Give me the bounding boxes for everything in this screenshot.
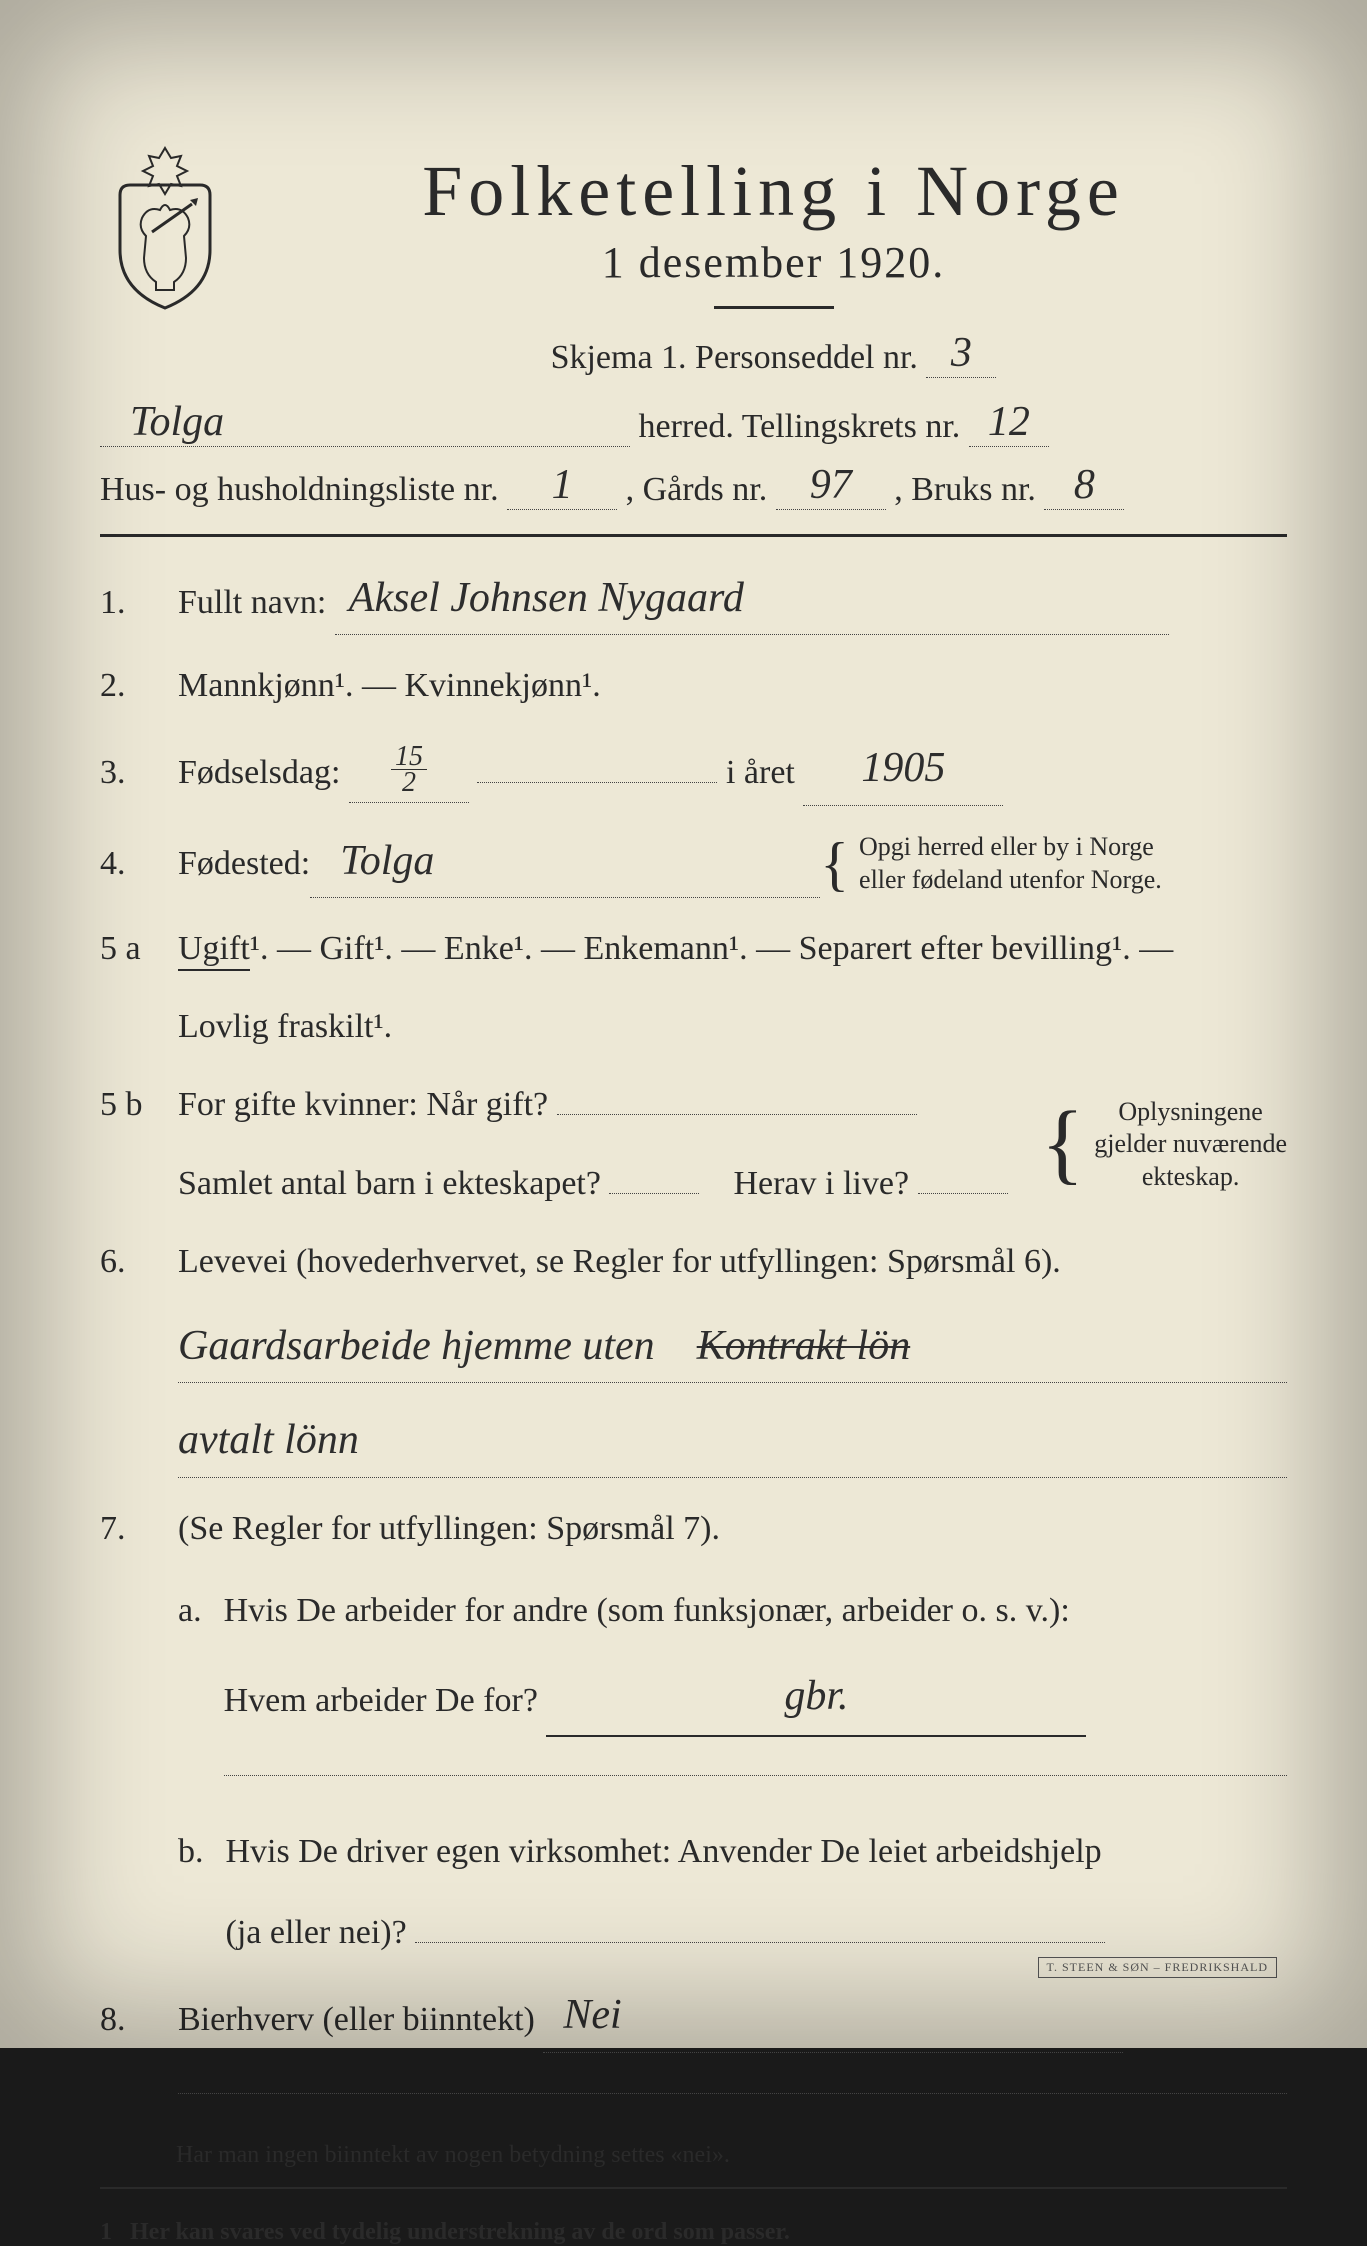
bruks-nr: 8 (1044, 461, 1124, 510)
q3-date-fraction: 15 2 (391, 744, 427, 795)
q4-note-l1: Opgi herred eller by i Norge (859, 832, 1154, 861)
q7a-prefix: a. (178, 1582, 202, 1795)
q5a: 5 a Ugift¹. — Gift¹. — Enke¹. — Enkemann… (100, 920, 1287, 1056)
q7-label: (Se Regler for utfyllingen: Spørsmål 7). (178, 1510, 720, 1547)
bottom-rule (100, 2187, 1287, 2189)
footnote-1: Har man ingen biinntekt av nogen betydni… (100, 2142, 1287, 2169)
q5b-l2b: Herav i live? (733, 1165, 909, 1202)
q3-year-label: i året (726, 754, 795, 791)
header: Folketelling i Norge 1 desember 1920. Sk… (100, 140, 1287, 394)
q5b-note-l1: Oplysningene (1118, 1097, 1262, 1126)
q7b-prefix: b. (178, 1823, 204, 1963)
q7: 7. (Se Regler for utfyllingen: Spørsmål … (100, 1500, 1287, 1962)
q8-label: Bierhverv (eller biinntekt) (178, 2001, 535, 2038)
q8: 8. Bierhverv (eller biinntekt) Nei (100, 1982, 1287, 2112)
q3-label: Fødselsdag: (178, 754, 340, 791)
herred-label: herred. Tellingskrets nr. (639, 408, 961, 445)
printer-stamp: T. STEEN & SØN – FREDRIKSHALD (1038, 1957, 1277, 1978)
q5b-note: Oplysningene gjelder nuværende ekteskap. (1094, 1096, 1287, 1194)
q5b-num: 5 b (100, 1086, 160, 1124)
norwegian-crest-icon (100, 140, 230, 310)
q4-note-l2: eller fødeland utenfor Norge. (859, 865, 1162, 894)
q1-label: Fullt navn: (178, 584, 326, 621)
brace-icon: { (1041, 1108, 1084, 1180)
q5a-num: 5 a (100, 930, 160, 968)
q5b-note-l2: gjelder nuværende (1094, 1129, 1287, 1158)
q3-day-bot: 2 (391, 770, 427, 795)
gards-nr: 97 (776, 461, 886, 510)
q4-value: Tolga (310, 826, 820, 898)
q7a-l1: Hvis De arbeider for andre (som funksjon… (224, 1582, 1287, 1640)
q1-value: Aksel Johnsen Nygaard (335, 563, 1169, 635)
q6-ans-strike: Kontrakt lön (697, 1323, 911, 1369)
brace-icon: { (820, 840, 849, 888)
q2: 2. Mannkjønn¹. — Kvinnekjønn¹. (100, 657, 1287, 715)
q6-ans-l1a: Gaardsarbeide hjemme uten (178, 1323, 655, 1369)
q3-day-top: 15 (391, 744, 427, 770)
q1-num: 1. (100, 584, 160, 622)
gards-label: , Gårds nr. (626, 471, 768, 508)
tellingskrets-nr: 12 (969, 398, 1049, 447)
q7b-l1: Hvis De driver egen virksomhet: Anvender… (226, 1823, 1288, 1881)
q7a-ans: gbr. (784, 1673, 848, 1719)
q5b-l2a: Samlet antal barn i ekteskapet? (178, 1165, 601, 1202)
q8-value: Nei (543, 1980, 1123, 2052)
footnote-2: 1 Her kan svares ved tydelig understrekn… (100, 2219, 1287, 2246)
q5a-rest: ¹. — Gift¹. — Enke¹. — Enkemann¹. — Sepa… (250, 930, 1173, 967)
q7-num: 7. (100, 1510, 160, 1548)
subtitle: 1 desember 1920. (260, 237, 1287, 288)
herred-line: Tolga herred. Tellingskrets nr. 12 (100, 400, 1287, 449)
q2-text: Mannkjønn¹. — Kvinnekjønn¹. (178, 657, 1287, 715)
q4-note: Opgi herred eller by i Norge eller fødel… (859, 831, 1162, 896)
skjema-line: Skjema 1. Personseddel nr. 3 (260, 331, 1287, 380)
q4-num: 4. (100, 845, 160, 883)
q5b: 5 b For gifte kvinner: Når gift? Samlet … (100, 1076, 1287, 1214)
q3: 3. Fødselsdag: 15 2 i året 1905 (100, 735, 1287, 807)
header-rule (100, 534, 1287, 537)
personseddel-nr: 3 (926, 329, 996, 378)
census-form-page: Folketelling i Norge 1 desember 1920. Sk… (0, 0, 1367, 2048)
q6-ans-l2: avtalt lönn (178, 1405, 1287, 1477)
q6-label: Levevei (hovederhvervet, se Regler for u… (178, 1243, 1061, 1280)
skjema-label: Skjema 1. Personseddel nr. (551, 339, 918, 376)
q2-num: 2. (100, 667, 160, 705)
title-divider (714, 306, 834, 309)
q5a-line2: Lovlig fraskilt¹. (178, 998, 1287, 1056)
q8-num: 8. (100, 2001, 160, 2039)
footnote-2-num: 1 (100, 2219, 112, 2245)
herred-value: Tolga (100, 398, 630, 447)
bruks-label: , Bruks nr. (894, 471, 1036, 508)
q7a-l2: Hvem arbeider De for? (224, 1682, 538, 1719)
hus-line: Hus- og husholdningsliste nr. 1 , Gårds … (100, 463, 1287, 512)
q5b-note-l3: ekteskap. (1142, 1162, 1239, 1191)
q5b-l1a: For gifte kvinner: Når gift? (178, 1086, 548, 1123)
q3-num: 3. (100, 754, 160, 792)
q5a-ugift: Ugift (178, 930, 250, 971)
q4: 4. Fødested: Tolga { Opgi herred eller b… (100, 828, 1287, 900)
q6: 6. Levevei (hovederhvervet, se Regler fo… (100, 1233, 1287, 1480)
title-block: Folketelling i Norge 1 desember 1920. Sk… (260, 140, 1287, 394)
husliste-nr: 1 (507, 461, 617, 510)
q6-num: 6. (100, 1243, 160, 1281)
q4-label: Fødested: (178, 835, 310, 893)
main-title: Folketelling i Norge (260, 150, 1287, 233)
q1: 1. Fullt navn: Aksel Johnsen Nygaard (100, 565, 1287, 637)
q3-year: 1905 (803, 733, 1003, 805)
hus-label: Hus- og husholdningsliste nr. (100, 471, 499, 508)
q7b-l2: (ja eller nei)? (226, 1914, 407, 1951)
footnote-2-text: Her kan svares ved tydelig understreknin… (130, 2219, 790, 2245)
